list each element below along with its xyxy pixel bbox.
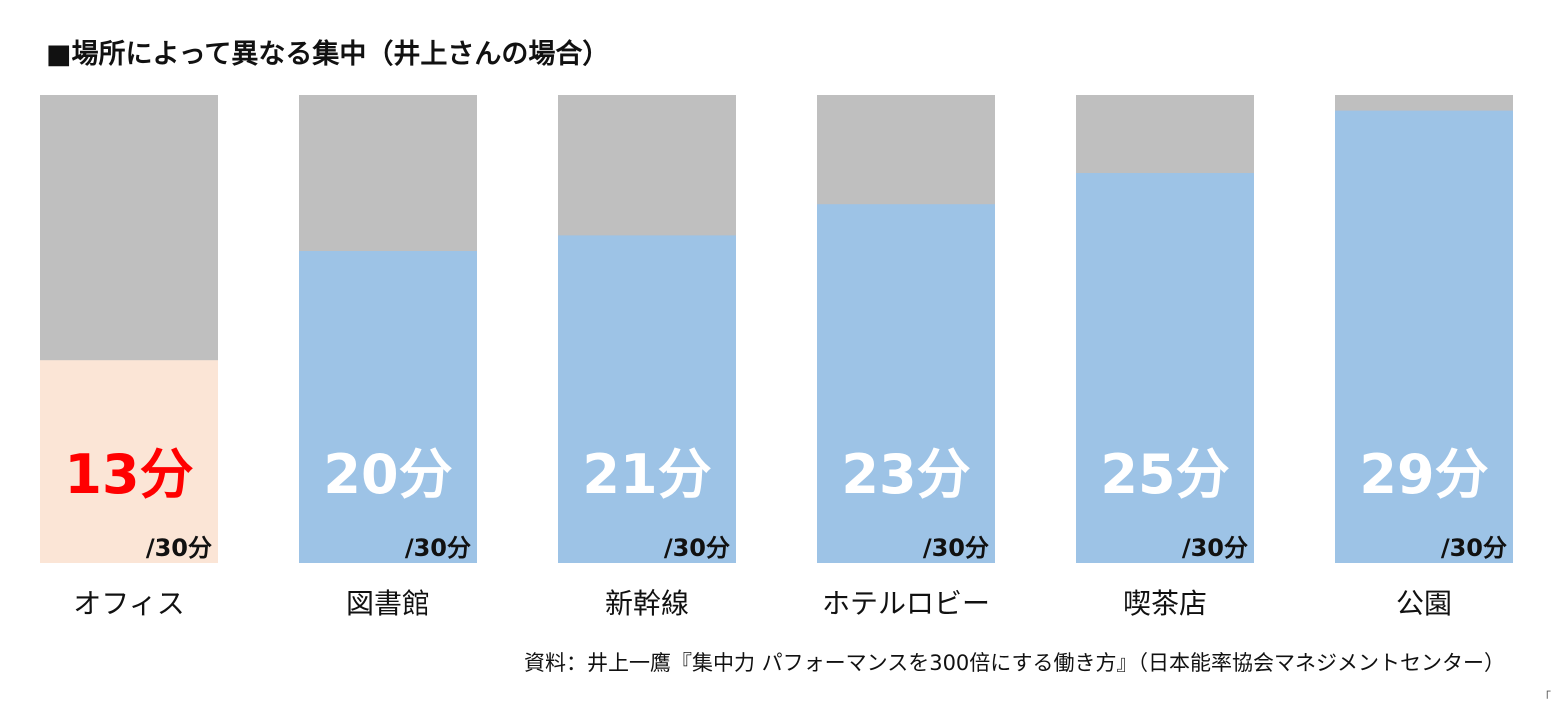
bar-value-3 — [817, 204, 995, 563]
category-label-1: 図書館 — [346, 587, 430, 620]
value-label-5: 29分 — [1359, 443, 1488, 506]
value-label-0: 13分 — [64, 443, 193, 506]
bar-value-1 — [299, 251, 477, 563]
total-label-0: /30分 — [146, 534, 212, 562]
value-label-4: 25分 — [1100, 443, 1229, 506]
category-label-5: 公園 — [1396, 587, 1452, 620]
bar-value-4 — [1076, 173, 1254, 563]
category-label-4: 喫茶店 — [1123, 587, 1207, 620]
value-label-3: 23分 — [841, 443, 970, 506]
value-label-1: 20分 — [323, 443, 452, 506]
bar-value-2 — [558, 235, 736, 563]
source-note: 資料：井上一鷹『集中力 パフォーマンスを300倍にする働き方』（日本能率協会マネ… — [523, 651, 1505, 675]
total-label-4: /30分 — [1182, 534, 1248, 562]
category-label-2: 新幹線 — [605, 587, 689, 620]
category-label-0: オフィス — [73, 587, 184, 620]
corner-mark: 「 — [1538, 690, 1551, 704]
total-label-3: /30分 — [923, 534, 989, 562]
total-label-1: /30分 — [405, 534, 471, 562]
bar-value-5 — [1335, 110, 1513, 563]
total-label-2: /30分 — [664, 534, 730, 562]
chart-title: ■場所によって異なる集中（井上さんの場合） — [46, 39, 610, 70]
category-label-3: ホテルロビー — [822, 587, 990, 620]
bar-value-0 — [40, 360, 218, 563]
total-label-5: /30分 — [1441, 534, 1507, 562]
value-label-2: 21分 — [582, 443, 711, 506]
